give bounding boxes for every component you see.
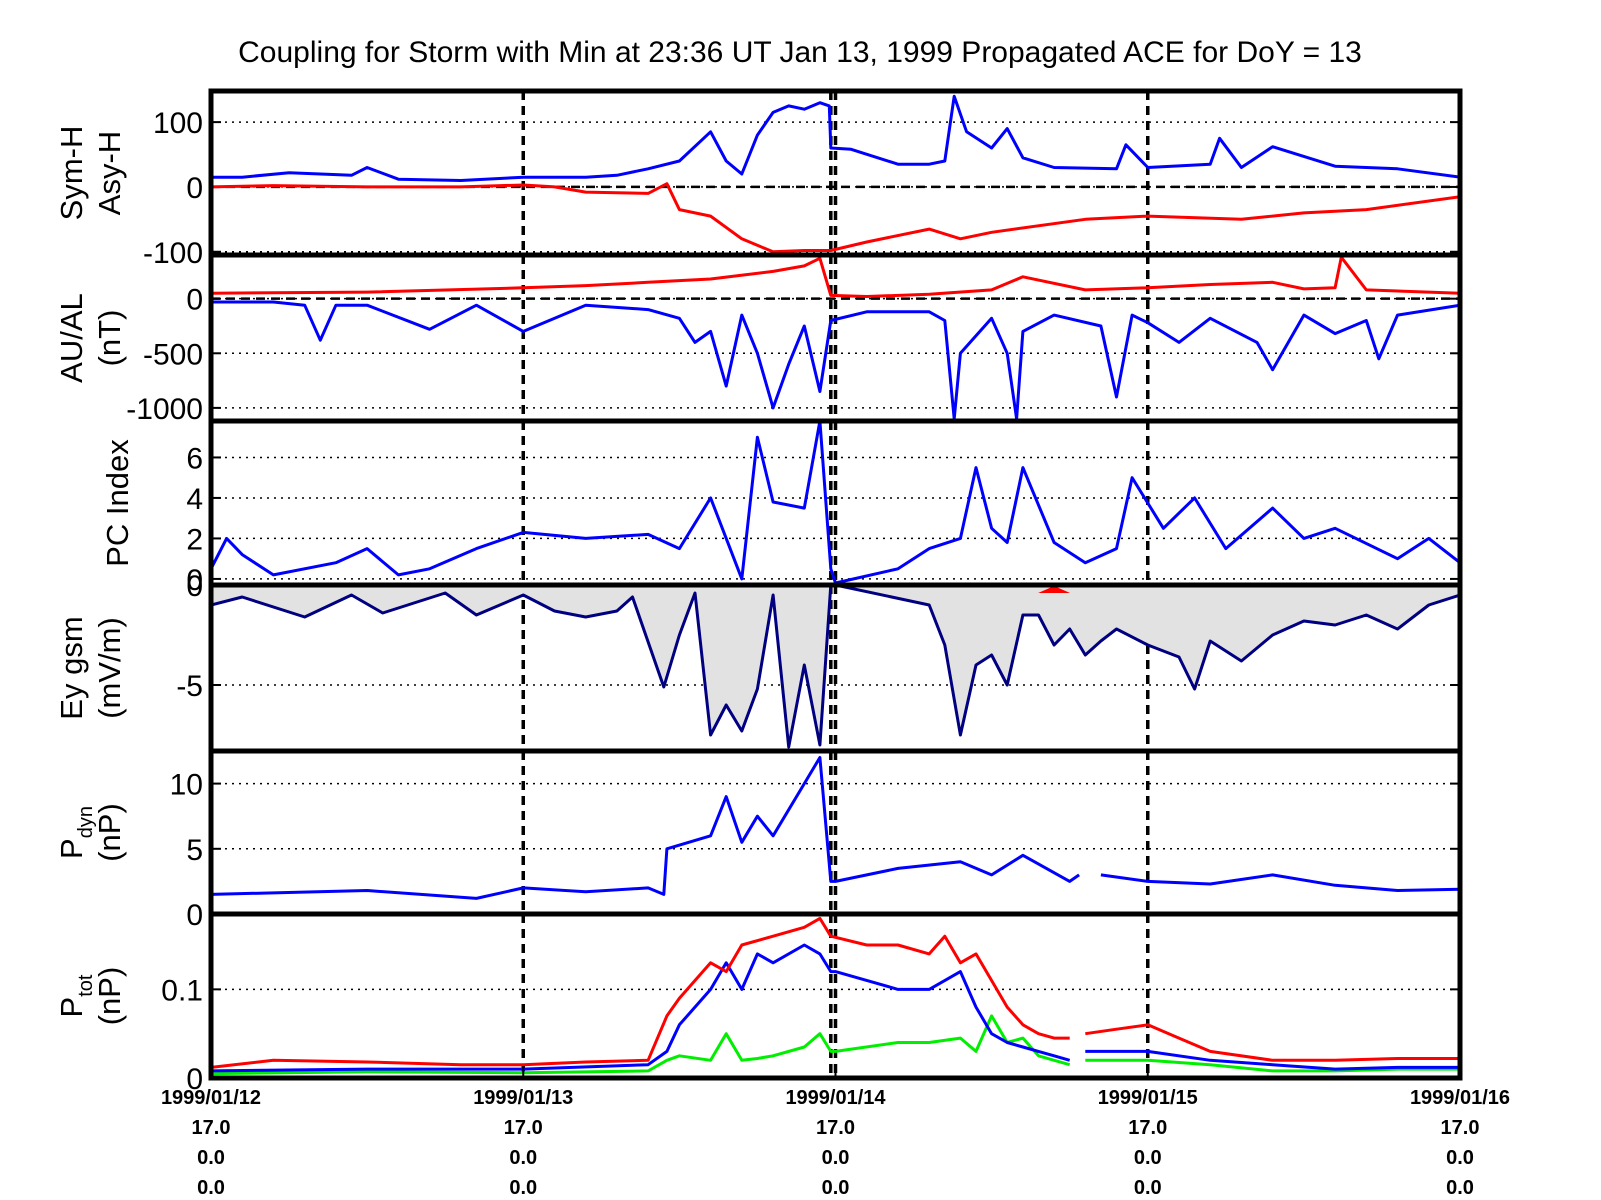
panel-aual: 0 -500 -1000 AU/AL (nT) — [54, 252, 1463, 426]
x-tick-label-date: 1999/01/12 — [161, 1087, 261, 1109]
panel-ey: 0 -5 Ey gsm (mV/m) — [54, 570, 1463, 754]
y-tick-label: 0 — [186, 899, 203, 932]
x-tick-label-l2: 17.0 — [1128, 1117, 1167, 1139]
series-line-red — [211, 182, 1460, 254]
y-label-main: Ptot — [54, 974, 97, 1017]
panel-pdyn: 10 5 0 Pdyn(nP) — [54, 748, 1463, 932]
y-tick-label: 100 — [153, 107, 203, 140]
y-axis-label: Pdyn(nP) — [54, 803, 127, 862]
x-tick-label-l2: 17.0 — [816, 1117, 855, 1139]
y-tick-label: 0 — [186, 570, 203, 603]
y-axis-label: Ptot(nP) — [54, 967, 127, 1026]
chart-title: Coupling for Storm with Min at 23:36 UT … — [238, 36, 1362, 69]
x-tick-label-l4: 0.0 — [1134, 1177, 1162, 1199]
x-tick-label-date: 1999/01/14 — [785, 1087, 886, 1109]
y-label-unit: (nP) — [92, 803, 127, 862]
x-tick-label-l3: 0.0 — [197, 1147, 225, 1169]
series-group — [211, 94, 1460, 254]
x-tick-label-l3: 0.0 — [1446, 1147, 1474, 1169]
series-line-red — [211, 255, 1460, 298]
series-group — [211, 255, 1460, 421]
series-line-red — [211, 916, 1070, 1069]
series-group — [211, 585, 1460, 749]
y-axis-label: Sym-H Asy-H — [54, 126, 127, 221]
series-line-red — [1085, 1023, 1460, 1062]
x-tick-label-date: 1999/01/16 — [1410, 1087, 1510, 1109]
panel-ptot: 0.1 0 Ptot(nP) — [54, 911, 1463, 1096]
y-label-line: Ey gsm — [54, 616, 89, 719]
panel-pc: 6 4 2 0 PC Index — [100, 418, 1463, 597]
x-tick-label-l3: 0.0 — [509, 1147, 537, 1169]
y-label-line: AU/AL — [54, 293, 89, 383]
y-tick-label: 0.1 — [161, 974, 203, 1007]
y-label-symbol: P — [54, 838, 89, 859]
y-tick-label: 6 — [186, 442, 203, 475]
y-label-line: (nT) — [92, 310, 127, 367]
y-tick-label: 0 — [186, 564, 203, 597]
y-tick-label: 0 — [186, 284, 203, 317]
series-fill — [211, 585, 1460, 747]
series-line-blue — [211, 756, 1080, 900]
y-tick-label: -1000 — [126, 393, 203, 426]
y-tick-label: -500 — [143, 338, 203, 371]
x-tick-label-date: 1999/01/13 — [473, 1087, 573, 1109]
red-marker — [1038, 586, 1071, 593]
series-line-blue — [1100, 873, 1460, 892]
y-label-subscript: dyn — [75, 806, 97, 838]
y-label-line: (mV/m) — [92, 617, 127, 719]
y-tick-label: 4 — [186, 483, 203, 516]
x-tick-label-l4: 0.0 — [197, 1177, 225, 1199]
series-group — [211, 916, 1460, 1076]
y-tick-label: -100 — [143, 237, 203, 270]
y-tick-label: 10 — [170, 769, 203, 802]
y-label-line: Asy-H — [92, 131, 127, 215]
y-tick-label: 5 — [186, 834, 203, 867]
x-tick-label-l4: 0.0 — [1446, 1177, 1474, 1199]
y-label-line: PC Index — [100, 439, 135, 567]
y-tick-label: 2 — [186, 523, 203, 556]
y-tick-label: 0 — [186, 1063, 203, 1096]
x-tick-label-l2: 17.0 — [504, 1117, 543, 1139]
x-tick-label-l3: 0.0 — [822, 1147, 850, 1169]
panel-symh: 100 0 -100 Sym-H Asy-H — [54, 88, 1463, 270]
x-tick-label-date: 1999/01/15 — [1098, 1087, 1198, 1109]
y-axis-label: AU/AL (nT) — [54, 293, 127, 383]
y-label-line: Sym-H — [54, 126, 89, 221]
series-line-blue — [211, 94, 1460, 182]
x-tick-label-l2: 17.0 — [192, 1117, 231, 1139]
series-line-navy — [211, 585, 1460, 749]
x-tick-label-l2: 17.0 — [1441, 1117, 1480, 1139]
y-label-main: Pdyn — [54, 806, 97, 859]
series-group — [211, 756, 1460, 900]
y-label-subscript: tot — [75, 974, 97, 997]
series-line-blue — [211, 943, 1071, 1073]
y-tick-label: 0 — [186, 172, 203, 205]
y-tick-label: -5 — [176, 670, 203, 703]
y-label-symbol: P — [54, 997, 89, 1018]
x-tick-label-l4: 0.0 — [509, 1177, 537, 1199]
x-tick-label-l3: 0.0 — [1134, 1147, 1162, 1169]
series-line-blue — [1085, 1049, 1460, 1071]
x-tick-label-l4: 0.0 — [822, 1177, 850, 1199]
series-line-blue — [211, 300, 1460, 421]
y-label-unit: (nP) — [92, 967, 127, 1026]
y-axis-label: Ey gsm (mV/m) — [54, 616, 127, 719]
series-line-green — [1085, 1058, 1460, 1073]
y-axis-label: PC Index — [100, 439, 135, 567]
